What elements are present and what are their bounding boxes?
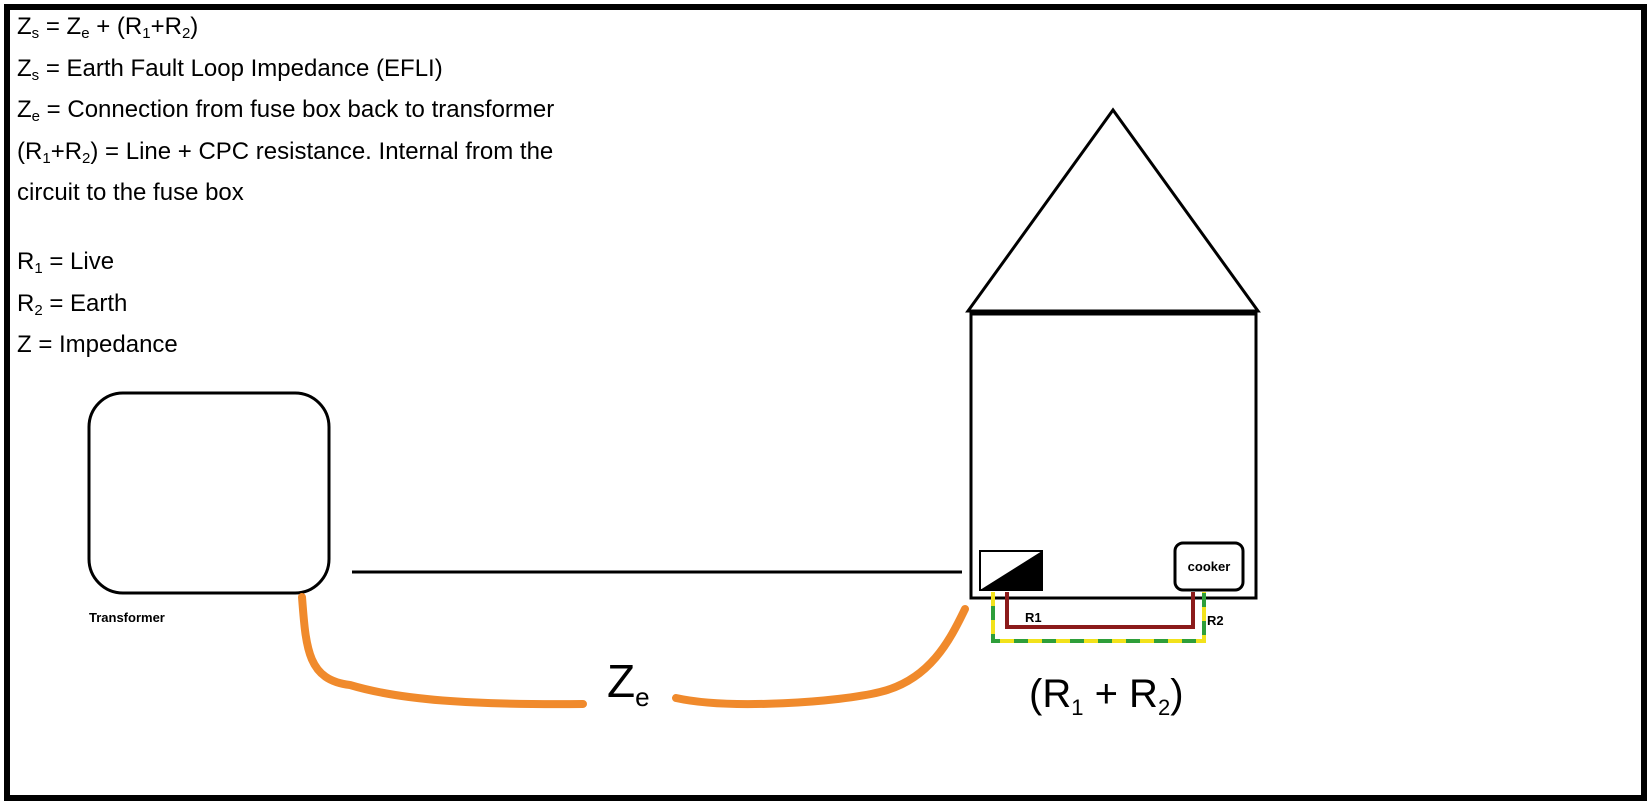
z-definition: Z = Impedance <box>17 331 178 358</box>
formula-line: Zs = Ze + (R1+R2) <box>17 13 199 42</box>
r1r2-definition: (R1+R2) = Line + CPC resistance. Interna… <box>17 137 554 167</box>
live-wire <box>1005 592 1195 629</box>
ze-path-left <box>298 593 587 709</box>
earth-wire-stripes <box>991 592 1206 643</box>
cooker-box <box>1173 541 1245 592</box>
r1r2-definition-continued: circuit to the fuse box <box>17 179 244 206</box>
transformer-box <box>87 391 331 595</box>
r2-wire-label: R2 <box>1207 613 1224 628</box>
fuse-box-fill <box>980 551 1042 590</box>
r2-definition: R2 = Earth <box>17 289 128 319</box>
house-body <box>969 312 1258 600</box>
ze-label: Ze <box>607 655 650 712</box>
ze-definition: Ze = Connection from fuse box back to tr… <box>17 96 555 125</box>
transformer-label: Transformer <box>89 610 165 625</box>
house-roof <box>965 107 1261 313</box>
ze-path-right <box>672 605 969 708</box>
frame-border <box>4 4 1647 801</box>
r1-wire-label: R1 <box>1025 610 1042 625</box>
r1r2-label: (R1 + R2) <box>1029 672 1184 720</box>
notes-panel: Zs = Ze + (R1+R2) Zs = Earth Fault Loop … <box>17 10 637 363</box>
zs-definition: Zs = Earth Fault Loop Impedance (EFLI) <box>17 54 443 84</box>
r1-definition: R1 = Live <box>17 248 115 277</box>
cooker-label: cooker <box>1188 559 1231 574</box>
